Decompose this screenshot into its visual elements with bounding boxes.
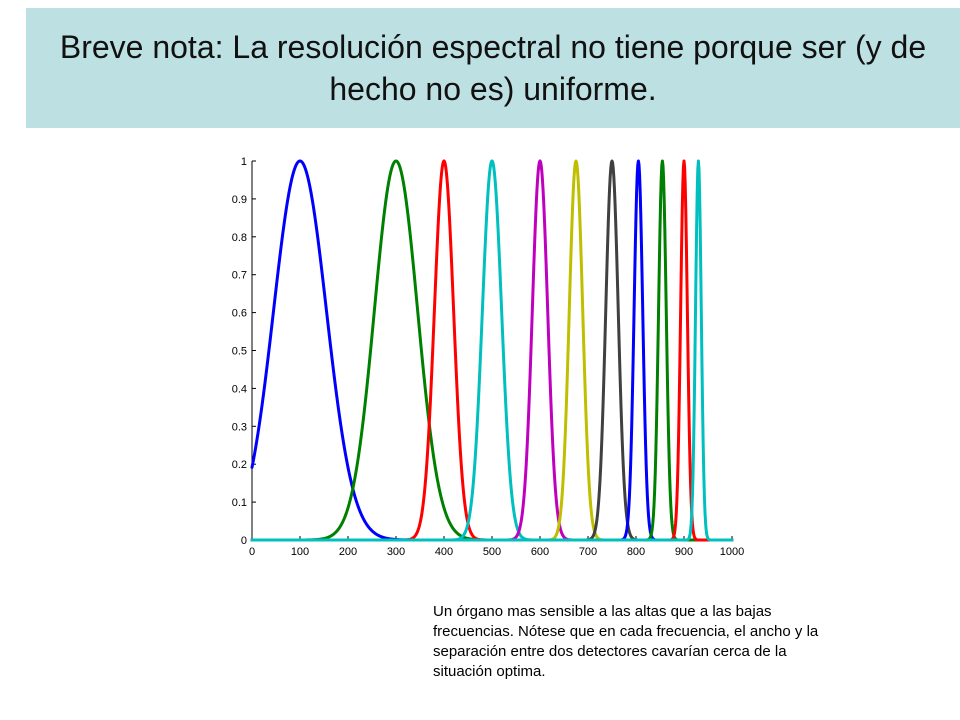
chart-curves xyxy=(250,159,734,542)
y-tick-label: 0.5 xyxy=(232,346,247,358)
series-curve-9 xyxy=(250,159,734,542)
y-tick-label: 0.6 xyxy=(232,308,247,320)
series-curve-11 xyxy=(250,159,734,542)
y-tick-label: 0.4 xyxy=(232,383,247,395)
x-tick-label: 500 xyxy=(483,546,501,558)
y-tick-label: 0.7 xyxy=(232,270,247,282)
y-tick-label: 0.1 xyxy=(232,497,247,509)
x-tick-label: 800 xyxy=(627,546,645,558)
x-tick-label: 1000 xyxy=(720,546,744,558)
x-tick-label: 0 xyxy=(249,546,255,558)
x-tick-label: 900 xyxy=(675,546,693,558)
title-banner: Breve nota: La resolución espectral no t… xyxy=(26,8,960,128)
y-tick-label: 0.3 xyxy=(232,421,247,433)
y-tick-label: 1 xyxy=(241,156,247,168)
y-tick-label: 0.9 xyxy=(232,194,247,206)
slide-title: Breve nota: La resolución espectral no t… xyxy=(59,29,927,107)
slide-caption: Un órgano mas sensible a las altas que a… xyxy=(433,603,819,680)
x-tick-label: 200 xyxy=(339,546,357,558)
y-tick-label: 0 xyxy=(241,535,247,547)
x-tick-label: 300 xyxy=(387,546,405,558)
y-tick-label: 0.2 xyxy=(232,459,247,471)
x-tick-label: 400 xyxy=(435,546,453,558)
x-tick-label: 700 xyxy=(579,546,597,558)
x-tick-label: 100 xyxy=(291,546,309,558)
x-tick-label: 600 xyxy=(531,546,549,558)
y-tick-label: 0.8 xyxy=(232,232,247,244)
